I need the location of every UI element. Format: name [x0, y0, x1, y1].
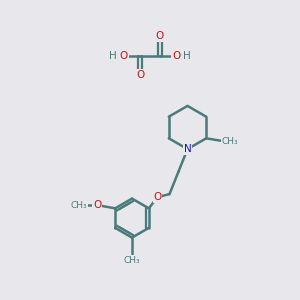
Text: O: O	[136, 70, 144, 80]
Text: O: O	[153, 192, 162, 202]
Text: O: O	[172, 50, 181, 61]
Text: O: O	[156, 31, 164, 41]
Text: H: H	[109, 50, 117, 61]
Text: H: H	[183, 50, 191, 61]
Text: O: O	[119, 50, 128, 61]
Text: N: N	[184, 144, 191, 154]
Text: O: O	[93, 200, 101, 210]
Text: CH₃: CH₃	[71, 201, 87, 210]
Text: CH₃: CH₃	[221, 137, 238, 146]
Text: CH₃: CH₃	[124, 256, 140, 265]
